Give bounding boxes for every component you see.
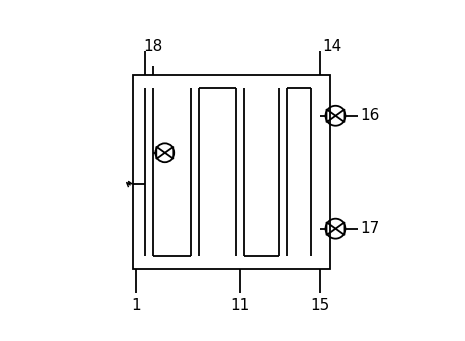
Text: 18: 18 bbox=[144, 39, 163, 54]
Text: 15: 15 bbox=[310, 298, 329, 313]
Text: 17: 17 bbox=[360, 221, 379, 236]
Text: 1: 1 bbox=[131, 298, 141, 313]
Text: 16: 16 bbox=[360, 108, 380, 123]
Text: 14: 14 bbox=[322, 39, 342, 54]
Text: 11: 11 bbox=[230, 298, 249, 313]
Bar bbox=[133, 75, 330, 269]
